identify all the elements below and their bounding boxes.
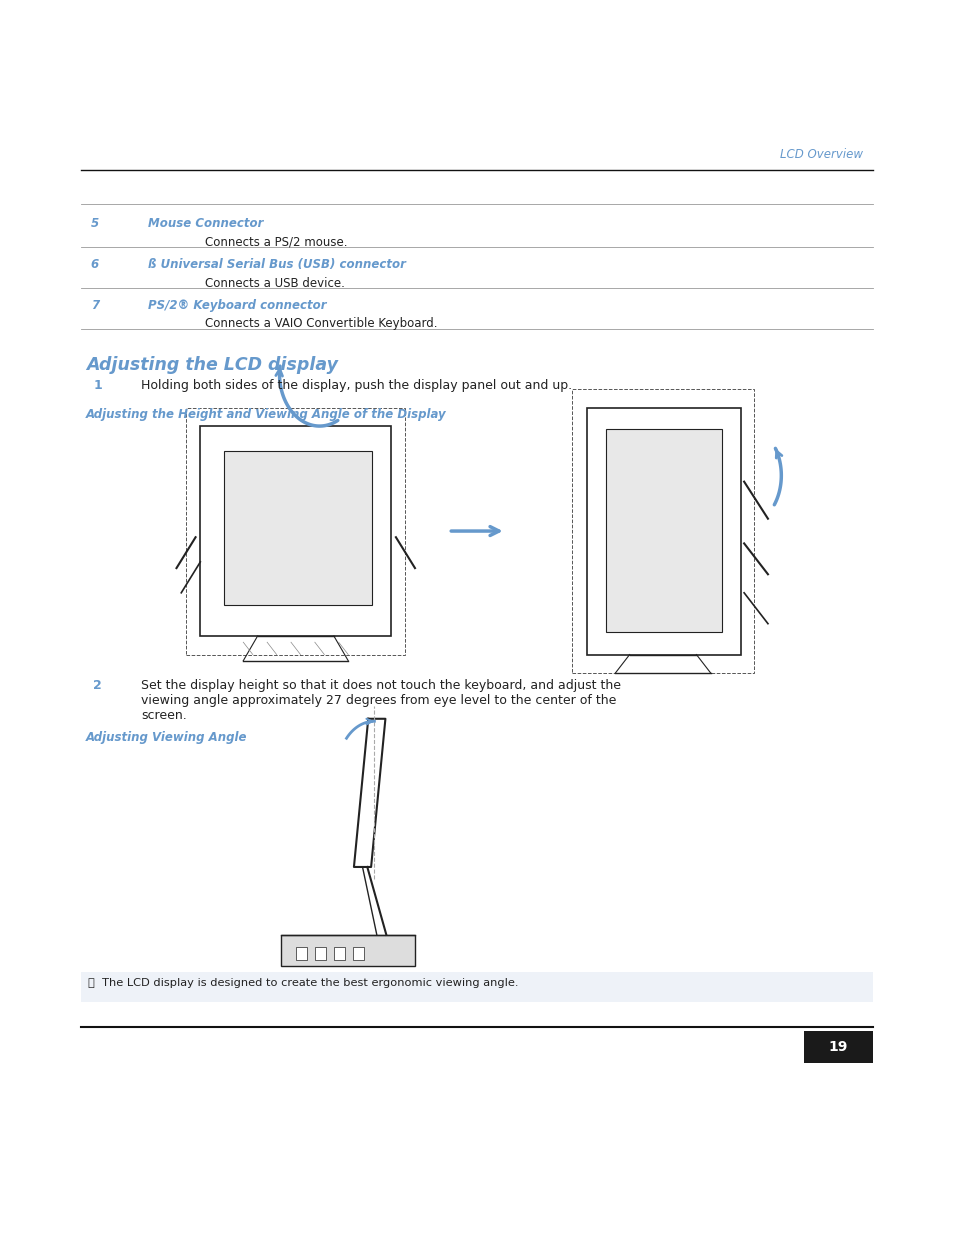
Text: 5: 5 [91,217,99,230]
Text: Set the display height so that it does not touch the keyboard, and adjust the
vi: Set the display height so that it does n… [141,679,620,722]
Text: PS/2® Keyboard connector: PS/2® Keyboard connector [148,299,326,312]
Bar [295,947,307,960]
Polygon shape [354,719,385,867]
Text: 2: 2 [93,679,102,693]
Text: 19: 19 [828,1040,847,1055]
Text: Connects a USB device.: Connects a USB device. [205,277,345,290]
Text: Adjusting the Height and Viewing Angle of the Display: Adjusting the Height and Viewing Angle o… [86,408,446,421]
Text: Connects a VAIO Convertible Keyboard.: Connects a VAIO Convertible Keyboard. [205,316,437,330]
Bar [605,429,721,632]
Bar [334,947,345,960]
Bar [572,389,753,673]
Text: 7: 7 [91,299,99,312]
Text: 1: 1 [93,379,102,393]
Bar [803,1031,872,1063]
Text: ⑂  The LCD display is designed to create the best ergonomic viewing angle.: ⑂ The LCD display is designed to create … [88,978,517,988]
Bar [353,947,364,960]
Bar [281,935,415,966]
Text: 6: 6 [91,258,99,272]
Text: Connects a PS/2 mouse.: Connects a PS/2 mouse. [205,236,347,248]
Bar [314,947,326,960]
Bar [186,408,405,655]
Bar [81,972,872,1002]
Bar [224,451,372,605]
Bar [200,426,391,636]
Text: LCD Overview: LCD Overview [780,147,862,161]
Text: Holding both sides of the display, push the display panel out and up.: Holding both sides of the display, push … [141,379,572,393]
Bar [586,408,740,655]
Text: Adjusting the LCD display: Adjusting the LCD display [86,356,337,374]
Text: Mouse Connector: Mouse Connector [148,217,263,230]
Text: Adjusting Viewing Angle: Adjusting Viewing Angle [86,731,247,745]
Text: ß Universal Serial Bus (USB) connector: ß Universal Serial Bus (USB) connector [148,258,405,272]
